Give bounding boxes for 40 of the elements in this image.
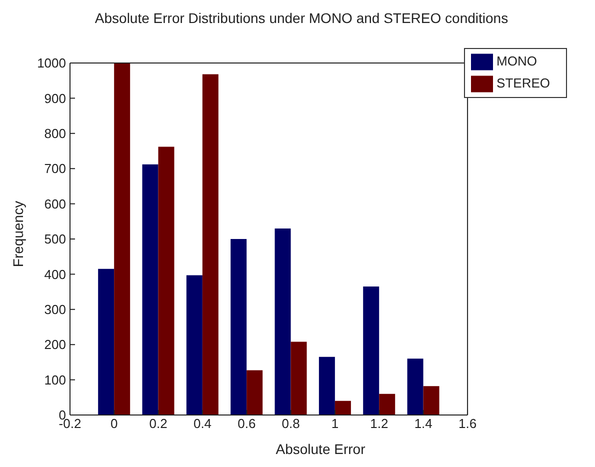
bar (186, 275, 202, 415)
y-tick-label: 400 (44, 266, 66, 282)
y-tick-label: 600 (44, 196, 66, 212)
x-tick-label: 1.4 (414, 416, 432, 432)
y-tick-label: 200 (44, 337, 66, 352)
bar (114, 63, 130, 415)
x-tick-label: 1.2 (370, 416, 388, 432)
legend-label: STEREO (496, 75, 550, 90)
bar (423, 386, 440, 415)
y-tick-label: 900 (44, 90, 66, 106)
bar (274, 228, 291, 415)
chart-title: Absolute Error Distributions under MONO and STEREO conditions (94, 10, 510, 26)
x-tick-label: 0.2 (149, 416, 168, 432)
x-tick-label: 1 (331, 416, 339, 432)
y-axis-title: Frequency (10, 200, 26, 267)
x-axis-title: Absolute Error (274, 441, 366, 457)
bar (334, 400, 351, 415)
bar (318, 356, 335, 415)
bar (230, 239, 247, 415)
bar (202, 74, 218, 415)
legend-label: MONO (496, 53, 537, 68)
y-tick-label: 800 (44, 126, 66, 142)
y-tick-label: 1000 (37, 56, 66, 71)
bar (158, 146, 174, 415)
x-tick-label: 0.8 (282, 416, 300, 432)
x-tick-label: 0.6 (238, 416, 256, 432)
x-tick-label: 1.6 (458, 416, 477, 432)
bar (379, 394, 396, 415)
y-tick-label: 700 (44, 161, 66, 176)
y-tick-label: 300 (44, 302, 66, 318)
bar (98, 268, 114, 415)
y-tick-label: 500 (44, 232, 66, 247)
bar (246, 370, 263, 415)
bar (142, 164, 158, 415)
bar (290, 342, 307, 415)
bar (363, 286, 380, 415)
x-tick-label: 0.4 (193, 416, 212, 432)
x-tick-label: 0 (110, 416, 118, 432)
y-tick-label: 100 (44, 372, 66, 388)
bar (407, 358, 424, 415)
